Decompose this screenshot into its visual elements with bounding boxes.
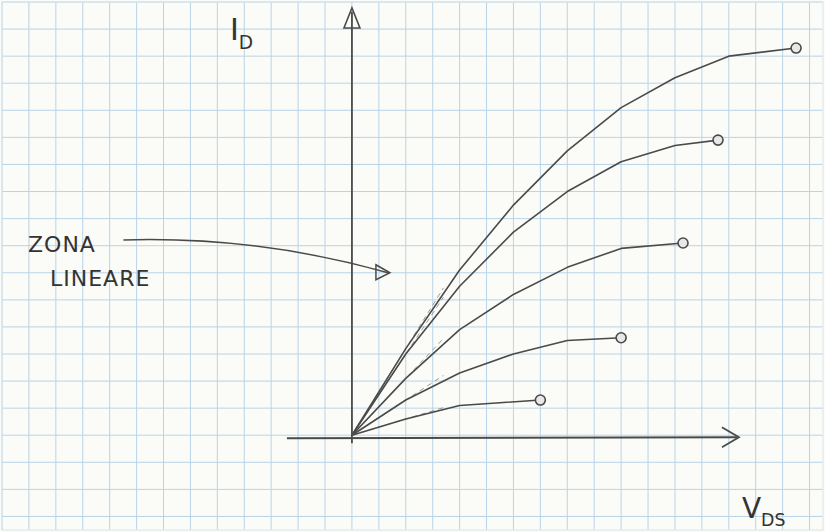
- grid-line-y: [2, 326, 823, 327]
- grid-line-y: [2, 110, 823, 111]
- grid-line-x: [163, 2, 164, 530]
- curve: [352, 400, 540, 435]
- grid-line-x: [701, 2, 702, 530]
- grid-line-y: [2, 381, 823, 382]
- grid-line-x: [28, 2, 29, 530]
- grid-line-y: [2, 462, 823, 463]
- grid-line-x: [755, 2, 756, 530]
- grid-line-y: [2, 56, 823, 57]
- grid-line-y: [2, 245, 823, 246]
- annotation-line: LINEARE: [50, 266, 150, 291]
- grid-line-x: [782, 2, 783, 530]
- grid-line-x: [217, 2, 218, 530]
- axis-title: ID: [230, 12, 253, 53]
- curves: [352, 43, 801, 435]
- curve: [352, 338, 621, 435]
- grid-line-x: [809, 2, 810, 530]
- grid-line-x: [513, 2, 514, 530]
- axis-title-main: V: [742, 492, 761, 525]
- axis-title: VDS: [742, 492, 786, 530]
- grid-line-x: [540, 2, 541, 530]
- grid-line-y: [2, 435, 823, 436]
- grid-line-x: [621, 2, 622, 530]
- grid-line-x: [271, 2, 272, 530]
- grid-line-x: [567, 2, 568, 530]
- curve: [352, 243, 683, 435]
- grid-line-x: [486, 2, 487, 530]
- end-dot: [713, 135, 723, 145]
- axes: [287, 8, 739, 447]
- axis-title-sub: DS: [761, 510, 785, 530]
- grid-line-x: [594, 2, 595, 530]
- grid-line-x: [648, 2, 649, 530]
- grid-line-x: [325, 2, 326, 530]
- grid-line-x: [190, 2, 191, 530]
- grid-line-x: [351, 2, 352, 530]
- x-axis-arrow: [722, 427, 739, 447]
- grid-line-y: [2, 408, 823, 409]
- end-dot: [678, 238, 688, 248]
- curve: [352, 140, 718, 435]
- grid-line-x: [405, 2, 406, 530]
- grid: [2, 2, 823, 530]
- grid-line-y: [2, 137, 823, 138]
- curve: [352, 48, 796, 435]
- annotation: ZONA LINEARE: [28, 232, 150, 291]
- y-axis: [351, 12, 353, 443]
- plot-frame: [2, 2, 823, 530]
- x-axis: [287, 437, 737, 438]
- grid-line-x: [728, 2, 729, 530]
- grid-line-x: [674, 2, 675, 530]
- chart: ID VDS ZONA LINEARE: [0, 0, 825, 532]
- grid-line-y: [2, 516, 823, 517]
- axis-title-sub: D: [239, 32, 253, 53]
- grid-line-y: [2, 354, 823, 355]
- grid-line-x: [298, 2, 299, 530]
- grid-line-y: [2, 218, 823, 219]
- end-dot: [616, 333, 626, 343]
- grid-line-y: [2, 83, 823, 84]
- grid-line-y: [2, 29, 823, 30]
- annotation-line: ZONA: [28, 232, 96, 257]
- axis-title-main: I: [230, 12, 239, 47]
- end-dot: [791, 43, 801, 53]
- grid-line-y: [2, 191, 823, 192]
- grid-line-x: [459, 2, 460, 530]
- grid-line-y: [2, 164, 823, 165]
- annotation-arrow: [123, 240, 388, 273]
- grid-line-x: [432, 2, 433, 530]
- y-axis-arrow: [344, 8, 360, 28]
- grid-line-x: [244, 2, 245, 530]
- end-dot: [535, 395, 545, 405]
- annotation-arrowhead: [376, 265, 390, 280]
- grid-line-y: [2, 489, 823, 490]
- grid-line-y: [2, 299, 823, 300]
